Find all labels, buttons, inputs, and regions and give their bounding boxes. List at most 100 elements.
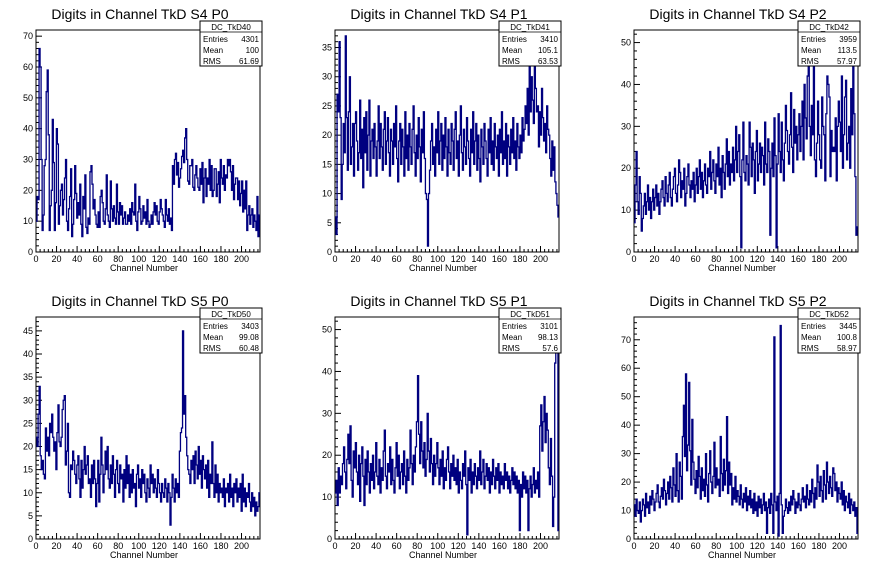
y-tick-label: 5 xyxy=(28,511,33,521)
histogram-series xyxy=(36,330,260,526)
histogram-series xyxy=(36,47,260,238)
histogram-series xyxy=(335,35,559,247)
x-tick-label: 80 xyxy=(113,254,123,264)
stats-value: 105.1 xyxy=(538,46,559,55)
stats-box-frame xyxy=(498,307,562,354)
stats-name: DC_TkD40 xyxy=(211,23,251,32)
stats-name: DC_TkD50 xyxy=(211,310,251,319)
histogram-series xyxy=(634,324,858,537)
x-tick-label: 80 xyxy=(711,541,721,551)
stats-value: 98.13 xyxy=(538,333,559,342)
y-tick-label: 20 xyxy=(322,130,332,140)
y-tick-label: 20 xyxy=(23,185,33,195)
stats-box: DC_TkD52 Entries 3445 Mean 100.8 RMS 58.97 xyxy=(797,307,861,354)
x-axis-label: Channel Number xyxy=(708,550,776,560)
plot-frame xyxy=(633,29,859,253)
y-tick-label: 50 xyxy=(23,93,33,103)
x-tick-label: 80 xyxy=(113,541,123,551)
stats-box-frame xyxy=(498,20,562,67)
y-tick-label: 10 xyxy=(23,216,33,226)
y-tick-label: 30 xyxy=(23,155,33,165)
y-tick-label: 0 xyxy=(327,247,332,257)
x-tick-label: 20 xyxy=(52,541,62,551)
chart-title: Digits in Channel TkD S4 P0 xyxy=(51,6,228,22)
stats-key: RMS xyxy=(203,344,221,353)
stats-value: 99.08 xyxy=(239,333,260,342)
stats-name: DC_TkD42 xyxy=(809,23,849,32)
stats-key: RMS xyxy=(502,57,520,66)
stats-box: DC_TkD40 Entries 4301 Mean 100 RMS 61.69 xyxy=(199,20,263,67)
y-tick-label: 30 xyxy=(322,408,332,418)
y-tick-label: 0 xyxy=(626,247,631,257)
y-tick-label: 40 xyxy=(322,366,332,376)
chart-title: Digits in Channel TkD S5 P2 xyxy=(649,293,826,309)
stats-key: Entries xyxy=(502,322,527,331)
y-tick-label: 30 xyxy=(621,121,631,131)
stats-value: 4301 xyxy=(241,35,259,44)
y-tick-label: 40 xyxy=(23,124,33,134)
stats-key: RMS xyxy=(203,57,221,66)
stats-value: 3101 xyxy=(540,322,558,331)
chart-title: Digits in Channel TkD S5 P0 xyxy=(51,293,228,309)
stats-key: Entries xyxy=(203,35,228,44)
y-tick-label: 30 xyxy=(322,72,332,82)
y-tick-label: 10 xyxy=(621,205,631,215)
y-tick-label: 10 xyxy=(23,488,33,498)
y-tick-label: 25 xyxy=(322,101,332,111)
stats-value: 61.69 xyxy=(239,57,260,66)
x-tick-label: 200 xyxy=(832,541,847,551)
x-tick-label: 60 xyxy=(691,254,701,264)
x-tick-label: 140 xyxy=(770,541,785,551)
stats-value: 58.97 xyxy=(837,344,858,353)
x-tick-label: 200 xyxy=(832,254,847,264)
x-tick-label: 140 xyxy=(471,541,486,551)
stats-value: 57.97 xyxy=(837,57,858,66)
x-tick-label: 100 xyxy=(430,254,445,264)
x-tick-label: 20 xyxy=(650,254,660,264)
stats-key: Mean xyxy=(502,46,522,55)
x-tick-label: 120 xyxy=(152,254,167,264)
x-axis-label: Channel Number xyxy=(409,263,477,273)
x-tick-label: 180 xyxy=(811,254,826,264)
x-tick-label: 120 xyxy=(152,541,167,551)
y-tick-label: 70 xyxy=(621,335,631,345)
y-tick-label: 40 xyxy=(621,420,631,430)
y-tick-label: 50 xyxy=(322,325,332,335)
x-tick-label: 160 xyxy=(193,541,208,551)
x-tick-label: 40 xyxy=(371,254,381,264)
stats-value: 100.8 xyxy=(837,333,858,342)
y-tick-label: 60 xyxy=(621,363,631,373)
x-tick-label: 180 xyxy=(512,541,527,551)
x-tick-label: 100 xyxy=(729,541,744,551)
x-tick-label: 60 xyxy=(392,541,402,551)
x-tick-label: 120 xyxy=(451,541,466,551)
chart-title: Digits in Channel TkD S4 P1 xyxy=(350,6,527,22)
x-tick-label: 160 xyxy=(791,541,806,551)
y-tick-label: 0 xyxy=(28,247,33,257)
x-tick-label: 200 xyxy=(533,254,548,264)
x-tick-label: 20 xyxy=(52,254,62,264)
stats-box: DC_TkD41 Entries 3410 Mean 105.1 RMS 63.53 xyxy=(498,20,562,67)
x-tick-label: 200 xyxy=(234,541,249,551)
x-tick-label: 180 xyxy=(512,254,527,264)
stats-value: 63.53 xyxy=(538,57,559,66)
x-axis-label: Channel Number xyxy=(110,550,178,560)
y-tick-label: 35 xyxy=(23,372,33,382)
x-tick-label: 120 xyxy=(750,254,765,264)
x-tick-label: 20 xyxy=(351,254,361,264)
stats-name: DC_TkD52 xyxy=(809,310,849,319)
x-tick-label: 140 xyxy=(172,254,187,264)
x-tick-label: 0 xyxy=(631,254,636,264)
stats-box: DC_TkD51 Entries 3101 Mean 98.13 RMS 57.6 xyxy=(498,307,562,354)
stats-key: Mean xyxy=(203,46,223,55)
x-tick-label: 100 xyxy=(131,254,146,264)
x-tick-label: 100 xyxy=(729,254,744,264)
y-tick-label: 20 xyxy=(621,477,631,487)
chart-title: Digits in Channel TkD S4 P2 xyxy=(649,6,826,22)
x-tick-label: 120 xyxy=(451,254,466,264)
y-tick-label: 60 xyxy=(23,62,33,72)
stats-value: 3410 xyxy=(540,35,558,44)
x-tick-label: 40 xyxy=(371,541,381,551)
stats-value: 3403 xyxy=(241,322,259,331)
x-tick-label: 120 xyxy=(750,541,765,551)
